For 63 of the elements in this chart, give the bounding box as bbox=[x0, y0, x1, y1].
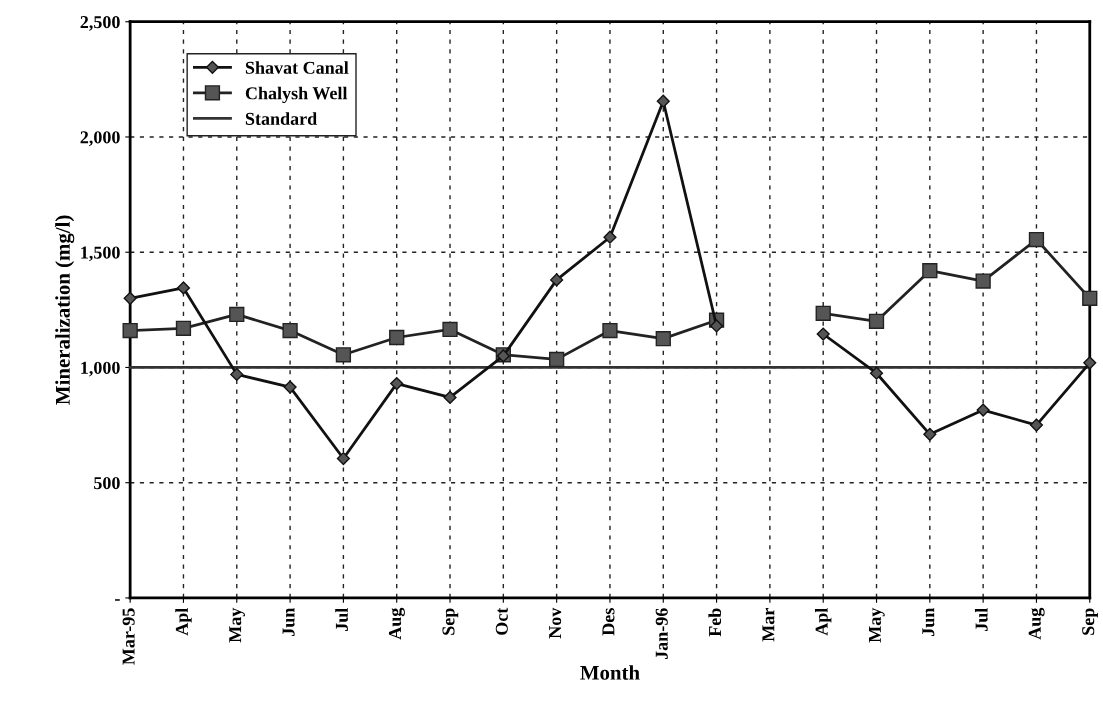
legend-label: Chalysh Well bbox=[245, 86, 348, 104]
y-tick-label: 500 bbox=[94, 476, 120, 490]
point bbox=[549, 351, 565, 368]
point bbox=[443, 390, 457, 405]
point bbox=[229, 306, 245, 323]
point bbox=[976, 403, 990, 417]
y-axis-title: Mineralization (mg/l) bbox=[55, 215, 75, 405]
point bbox=[602, 322, 618, 339]
point bbox=[923, 427, 937, 441]
x-tick-label: Mar-95 bbox=[122, 608, 135, 665]
x-tick-label: Apl bbox=[175, 607, 192, 636]
x-tick-label: Feb bbox=[708, 608, 722, 637]
x-tick-label: Des bbox=[602, 608, 615, 636]
x-tick-label: Aug bbox=[388, 607, 405, 640]
point bbox=[176, 281, 191, 295]
point bbox=[1029, 418, 1044, 432]
y-tick-label: 2,500 bbox=[80, 15, 120, 31]
point bbox=[816, 327, 830, 341]
point bbox=[869, 366, 884, 380]
point bbox=[709, 319, 724, 333]
point bbox=[390, 377, 404, 391]
y-tick-label: 2,000 bbox=[80, 131, 120, 147]
x-tick-label: Apl bbox=[815, 607, 832, 636]
y-tick-label: - bbox=[115, 599, 120, 601]
point bbox=[868, 313, 885, 330]
x-tick-label: May bbox=[229, 607, 245, 643]
x-tick-label: Mar bbox=[762, 608, 775, 642]
point bbox=[230, 367, 244, 381]
x-tick-label: Jun bbox=[282, 607, 295, 636]
x-tick-label: Oct bbox=[495, 607, 508, 635]
point bbox=[335, 347, 352, 363]
x-tick-label: Jan-96 bbox=[655, 608, 668, 660]
point bbox=[655, 331, 671, 347]
x-tick-label: Jul bbox=[974, 607, 988, 631]
x-axis-title: Month bbox=[580, 665, 640, 680]
point bbox=[656, 94, 670, 108]
x-tick-label: Jun bbox=[922, 607, 935, 636]
point bbox=[550, 273, 564, 287]
legend-label: Shavat Canal bbox=[245, 61, 349, 74]
point bbox=[122, 322, 138, 339]
x-tick-label: Sep bbox=[442, 608, 459, 635]
point bbox=[922, 263, 938, 279]
point bbox=[975, 273, 991, 289]
point bbox=[389, 329, 405, 346]
point bbox=[123, 291, 137, 305]
point bbox=[1083, 356, 1097, 370]
point bbox=[603, 230, 617, 244]
y-tick-label: 1,500 bbox=[81, 246, 120, 262]
point bbox=[282, 322, 298, 339]
x-tick-label: Jul bbox=[335, 607, 348, 631]
point bbox=[1082, 290, 1098, 306]
x-tick-label: Nov bbox=[549, 607, 562, 639]
y-tick-label: 1,000 bbox=[81, 361, 120, 377]
point bbox=[336, 451, 350, 466]
point bbox=[283, 380, 297, 394]
x-tick-label: May bbox=[868, 607, 885, 643]
x-tick-label: Aug bbox=[1028, 607, 1045, 640]
x-tick-label: Sep bbox=[1082, 608, 1098, 635]
legend-label: Standard bbox=[245, 112, 317, 125]
point bbox=[1028, 231, 1045, 248]
point bbox=[442, 321, 458, 338]
point bbox=[175, 320, 192, 336]
point bbox=[815, 305, 831, 321]
